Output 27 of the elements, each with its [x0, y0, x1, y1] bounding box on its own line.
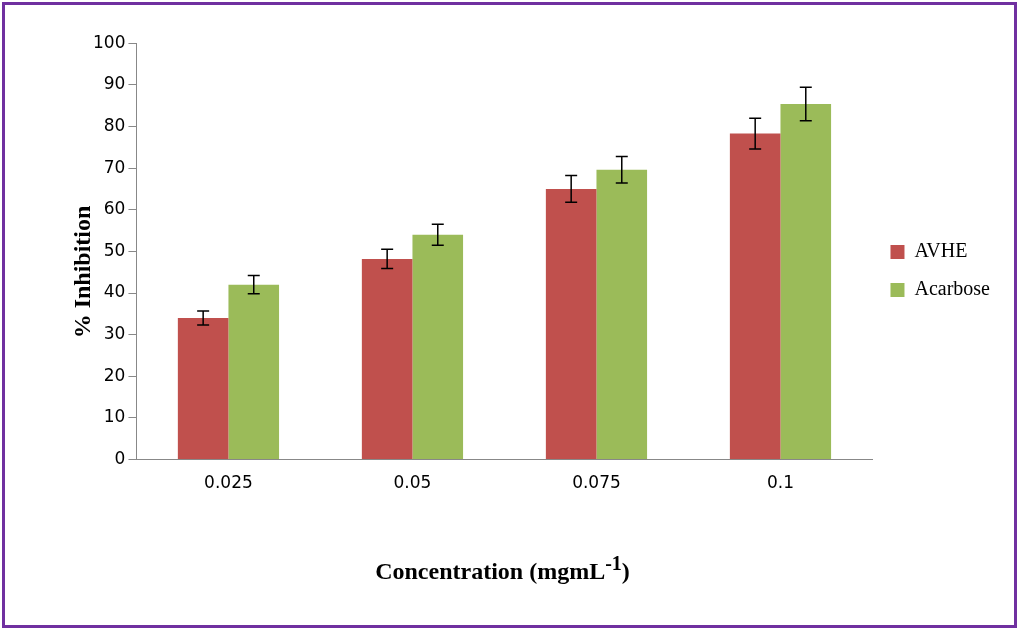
y-tick-label: 80	[103, 114, 126, 135]
x-tick-label: 0.025	[204, 472, 253, 493]
bar	[228, 284, 280, 460]
legend-label: AVHE	[914, 239, 968, 262]
x-axis-title: Concentration (mgmL$^{-1}$)	[374, 552, 631, 585]
y-tick-label: 60	[103, 198, 126, 219]
y-tick-label: 50	[103, 239, 126, 260]
bar	[361, 258, 413, 460]
y-tick-label: 10	[103, 406, 126, 427]
y-axis-title: % Inhibition	[68, 205, 96, 339]
y-tick-label: 100	[92, 31, 126, 52]
y-tick-label: 30	[103, 323, 126, 344]
legend-label: Acarbose	[914, 277, 991, 300]
bar	[177, 318, 229, 460]
y-tick-label: 0	[114, 448, 126, 469]
y-tick-label: 70	[103, 156, 126, 177]
bar	[596, 169, 648, 460]
bar	[729, 133, 781, 460]
y-tick-label: 20	[103, 364, 126, 385]
y-tick-label: 90	[103, 73, 126, 94]
x-tick-label: 0.05	[393, 472, 432, 493]
bar	[412, 234, 464, 460]
x-tick-label: 0.075	[572, 472, 621, 493]
bar	[780, 103, 832, 460]
x-tick-label: 0.1	[766, 472, 794, 493]
y-tick-label: 40	[103, 281, 126, 302]
bar	[545, 188, 597, 460]
